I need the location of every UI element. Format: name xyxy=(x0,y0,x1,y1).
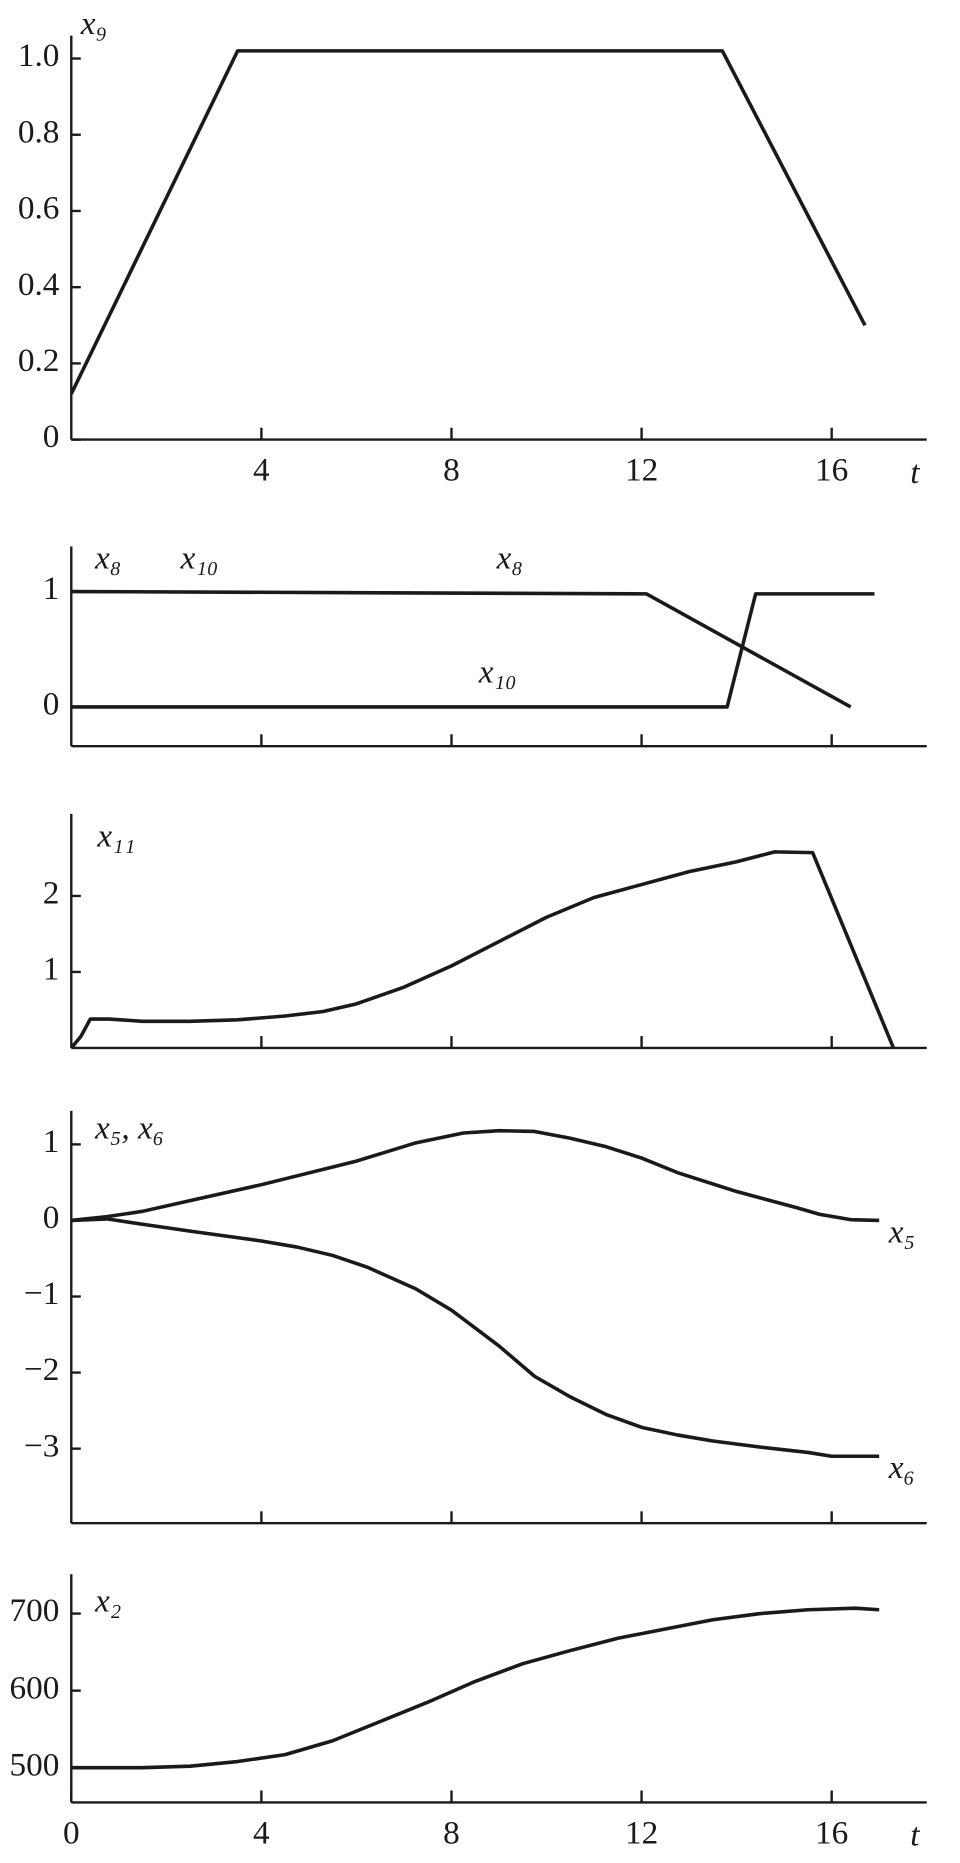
y-tick-label: 0.2 xyxy=(18,342,60,379)
y-tick-label: 0 xyxy=(43,686,60,723)
y-tick-label: −1 xyxy=(24,1275,59,1312)
series-label: x₅ xyxy=(888,1213,915,1250)
x-tick-label: 12 xyxy=(625,1814,658,1851)
x-tick-label: 12 xyxy=(625,452,658,489)
x-tick-label: 8 xyxy=(443,452,460,489)
annotation: x₈ xyxy=(94,539,121,576)
x-tick-label: 16 xyxy=(815,452,848,489)
y-tick-label: 0.4 xyxy=(18,266,60,303)
y-axis-label: x₂ xyxy=(94,1583,121,1620)
series-line xyxy=(69,49,867,395)
series-line xyxy=(71,1217,880,1459)
y-tick-label: 0 xyxy=(43,418,60,455)
y-tick-label: 1 xyxy=(43,951,60,988)
series-line xyxy=(71,1606,880,1770)
annotation: x₁₀ xyxy=(478,654,517,691)
x-axis-label: t xyxy=(910,1817,920,1854)
series-line xyxy=(69,850,896,1050)
y-axis-label: x₁₁ xyxy=(96,817,135,854)
y-tick-label: 600 xyxy=(10,1669,60,1706)
annotation: x₈ xyxy=(496,539,523,576)
series-line xyxy=(71,592,875,709)
series-label: x₆ xyxy=(888,1449,915,1486)
x-tick-label: 4 xyxy=(253,1814,270,1851)
x-tick-label: 4 xyxy=(253,452,270,489)
x-axis-label: t xyxy=(910,454,920,491)
y-tick-label: 700 xyxy=(10,1592,60,1629)
y-tick-label: 0.6 xyxy=(18,190,60,227)
y-tick-label: −3 xyxy=(24,1427,59,1464)
x-tick-label: 0 xyxy=(63,1814,80,1851)
annotation: x₁₀ xyxy=(180,539,219,576)
y-tick-label: 1 xyxy=(43,570,60,607)
y-axis-label: x₅, x₆ xyxy=(94,1110,164,1147)
y-tick-label: 0.8 xyxy=(18,113,60,150)
y-tick-label: 1 xyxy=(43,1123,60,1160)
series-line xyxy=(71,589,852,709)
y-tick-label: 2 xyxy=(43,875,60,912)
y-axis-label: x₉ xyxy=(80,5,107,42)
x-tick-label: 16 xyxy=(815,1814,848,1851)
x-tick-label: 8 xyxy=(443,1814,460,1851)
y-tick-label: 500 xyxy=(10,1746,60,1783)
y-tick-label: 0 xyxy=(43,1199,60,1236)
y-tick-label: 1.0 xyxy=(18,37,60,74)
series-line xyxy=(71,1128,880,1223)
y-tick-label: −2 xyxy=(24,1351,59,1388)
